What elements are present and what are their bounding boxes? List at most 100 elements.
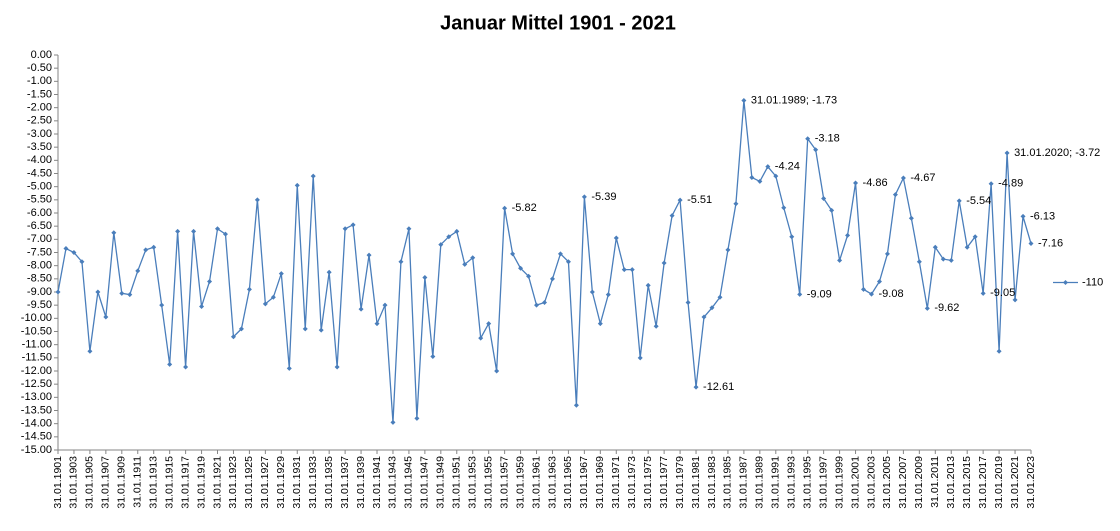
x-tick-label: 31.01.2001	[849, 456, 861, 509]
y-tick-label: -6.00	[27, 207, 52, 219]
x-tick-label: 31.01.1965	[562, 456, 574, 509]
x-tick-label: 31.01.1975	[642, 456, 654, 509]
x-tick-label: 31.01.1969	[594, 456, 606, 509]
x-tick-label: 31.01.1907	[100, 456, 112, 509]
data-point	[55, 289, 61, 295]
data-point	[709, 305, 715, 311]
data-point	[549, 276, 555, 282]
x-tick-label: 31.01.1981	[690, 456, 702, 509]
data-label: -4.67	[910, 172, 935, 184]
y-tick-label: -12.00	[21, 365, 52, 377]
x-tick-label: 31.01.1937	[339, 456, 351, 509]
data-point	[238, 326, 244, 332]
data-point	[542, 300, 547, 306]
x-tick-label: 31.01.2021	[1009, 456, 1021, 509]
data-point	[725, 247, 731, 253]
legend-marker	[1063, 280, 1068, 285]
data-label: -7.16	[1038, 237, 1063, 249]
data-point	[1012, 297, 1018, 303]
data-label: 31.01.2020; -3.72	[1014, 147, 1100, 159]
data-point	[581, 194, 587, 200]
data-point	[940, 256, 946, 262]
x-tick-label: 31.01.1947	[419, 456, 431, 509]
data-point	[79, 259, 85, 265]
x-tick-label: 31.01.2003	[865, 456, 877, 509]
data-point	[294, 182, 300, 188]
data-point	[781, 205, 787, 211]
y-tick-label: -15.00	[21, 444, 52, 456]
data-point	[837, 257, 843, 263]
x-tick-label: 31.01.1915	[163, 456, 175, 509]
data-point	[908, 215, 914, 221]
y-tick-label: -13.00	[21, 391, 52, 403]
x-tick-label: 31.01.1909	[116, 456, 128, 509]
data-point	[167, 361, 173, 367]
data-point	[924, 305, 930, 311]
data-point	[119, 290, 125, 296]
x-tick-label: 31.01.1967	[578, 456, 590, 509]
data-point	[422, 275, 428, 281]
y-tick-label: -14.00	[21, 418, 52, 430]
data-point	[557, 251, 563, 257]
y-tick-label: -5.50	[27, 194, 52, 206]
x-tick-label: 31.01.1991	[770, 456, 782, 509]
x-tick-label: 31.01.1919	[195, 456, 207, 509]
y-tick-label: -9.50	[27, 299, 52, 311]
data-point	[366, 252, 372, 258]
data-point	[661, 260, 667, 266]
data-point	[829, 207, 835, 213]
x-tick-label: 31.01.1955	[482, 456, 494, 509]
x-tick-label: 31.01.1913	[147, 456, 159, 509]
data-point	[502, 205, 508, 211]
data-point	[932, 244, 938, 250]
data-point	[717, 294, 723, 300]
data-label: -12.61	[703, 381, 734, 393]
data-label: -5.54	[966, 195, 991, 207]
y-tick-label: -4.50	[27, 167, 52, 179]
data-point	[948, 257, 954, 263]
data-point	[629, 267, 635, 273]
data-point	[358, 306, 364, 312]
data-point	[677, 197, 683, 203]
data-point	[230, 334, 236, 340]
x-tick-label: 31.01.1901	[52, 456, 64, 509]
data-label: -4.86	[863, 177, 888, 189]
data-point	[693, 384, 699, 390]
y-tick-label: -7.00	[27, 233, 52, 245]
data-point	[526, 273, 532, 279]
x-tick-label: 31.01.1945	[403, 456, 415, 509]
data-point	[892, 192, 898, 198]
y-tick-label: -5.00	[27, 181, 52, 193]
x-tick-label: 31.01.1995	[801, 456, 813, 509]
y-tick-label: -1.00	[27, 75, 52, 87]
y-tick-label: -7.50	[27, 246, 52, 258]
x-tick-label: 31.01.1917	[179, 456, 191, 509]
data-point	[222, 231, 228, 237]
data-point	[438, 242, 444, 248]
data-point	[406, 226, 412, 232]
data-point	[565, 259, 571, 265]
data-point	[390, 419, 396, 425]
x-tick-label: 31.01.1927	[259, 456, 271, 509]
data-point	[988, 181, 994, 187]
x-tick-label: 31.01.1971	[610, 456, 622, 509]
data-point	[207, 278, 213, 284]
data-point	[853, 180, 859, 186]
data-label: -9.08	[878, 288, 903, 300]
data-point	[470, 255, 476, 261]
y-tick-label: -11.50	[22, 352, 52, 364]
y-tick-label: -2.00	[27, 102, 52, 114]
x-tick-label: 31.01.1983	[706, 456, 718, 509]
data-point	[669, 213, 675, 219]
data-point	[342, 226, 348, 232]
x-tick-label: 31.01.1959	[514, 456, 526, 509]
data-point	[151, 244, 157, 250]
data-point	[733, 201, 739, 207]
legend-label: -110	[1082, 276, 1103, 288]
x-tick-label: 31.01.1977	[658, 456, 670, 509]
data-point	[573, 402, 579, 408]
data-label: -4.24	[775, 161, 800, 173]
data-point	[175, 228, 181, 234]
data-point	[980, 290, 986, 296]
